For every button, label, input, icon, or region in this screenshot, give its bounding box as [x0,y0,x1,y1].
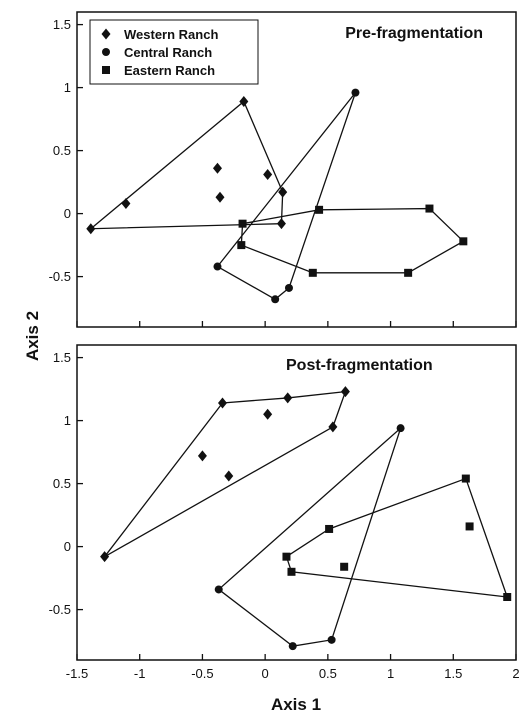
y-axis: -0.5 0 0.5 1 1.5 [49,350,83,617]
data-point-diamond [278,186,288,198]
y-tick-label: -0.5 [49,269,71,284]
x-tick-label: 2 [512,666,519,681]
legend-marker-diamond [101,28,111,40]
data-point-square [404,268,413,277]
data-point-square [308,268,317,277]
legend-label-eastern: Eastern Ranch [124,63,215,78]
legend: Western Ranch Central Ranch Eastern Ranc… [89,19,259,85]
data-point-diamond [263,169,273,181]
data-point-square [325,524,334,533]
data-point-diamond [224,470,234,482]
y-tick-label: -0.5 [49,602,71,617]
x-tick-label: -1 [134,666,146,681]
hull-square-series-2 [240,207,465,274]
data-point-diamond [276,218,286,230]
hull-circle-series-1 [217,426,402,647]
data-point-square [238,219,247,228]
y-tick-label: 0.5 [53,143,71,158]
data-point-circle [288,642,297,651]
y-tick-label: 1 [64,80,71,95]
data-point-circle [327,635,336,644]
data-point-diamond [328,421,338,433]
y-tick-label: 1.5 [53,17,71,32]
legend-marker-square [102,66,110,74]
data-point-square [315,205,324,214]
hull-diamond-series-0 [88,100,284,230]
panel-title: Pre-fragmentation [345,25,483,42]
x-axis-title: Axis 1 [271,695,321,714]
plot-area [76,88,517,327]
y-tick-label: 0 [64,206,71,221]
legend-box [89,19,259,85]
y-axis: -0.5 0 0.5 1 1.5 [49,17,83,284]
data-point-square [340,562,349,571]
panel-post-fragmentation: -0.5 0 0.5 1 1.5 -1.5 -1 -0.5 0 0.5 1 1.5 2 Post-fr… [49,344,520,681]
y-tick-label: 0.5 [53,476,71,491]
data-point-diamond [239,95,249,107]
x-tick-label: 0 [262,666,269,681]
x-tick-label: -0.5 [191,666,213,681]
hull-square-series-2 [285,477,509,598]
y-tick-label: 1.5 [53,350,71,365]
data-point-circle [284,283,293,292]
legend-markers [101,28,111,74]
hull-diamond-series-0 [104,390,347,558]
data-point-square [425,204,434,213]
data-point-diamond [212,162,222,174]
y-tick-label: 1 [64,413,71,428]
data-point-diamond [283,392,293,404]
y-axis-title: Axis 2 [23,311,42,361]
data-point-diamond [100,551,110,563]
data-point-diamond [340,386,350,398]
hull-circle-series-1 [216,92,357,301]
data-point-square [503,593,512,601]
data-point-circle [271,295,280,304]
data-point-square [237,241,246,250]
data-point-diamond [215,191,225,203]
data-point-square [282,552,291,561]
data-point-circle [351,88,360,97]
data-point-square [465,522,474,531]
data-point-circle [213,262,222,271]
x-tick-label: 0.5 [319,666,337,681]
data-point-diamond [86,223,96,235]
x-tick-label: 1 [387,666,394,681]
panel-title: Post-fragmentation [286,357,433,374]
data-point-square [461,474,470,483]
data-point-diamond [121,198,131,210]
y-tick-label: 0 [64,539,71,554]
panel-pre-fragmentation: -0.5 0 0.5 1 1.5 Pre-fragmentation Western R… [49,11,517,328]
x-axis: -1.5 -1 -0.5 0 0.5 1 1.5 2 [66,666,520,681]
data-point-diamond [263,408,273,420]
data-point-circle [214,585,223,594]
legend-label-western: Western Ranch [124,27,218,42]
data-point-square [287,567,296,576]
data-point-circle [396,424,405,433]
data-point-diamond [217,397,227,409]
x-tick-label: 1.5 [444,666,462,681]
panel-frame [76,11,517,328]
plot-area [76,386,517,660]
data-point-square [459,237,468,246]
panel-frame [76,344,517,661]
x-tick-label: -1.5 [66,666,88,681]
legend-marker-circle [102,48,110,56]
data-point-diamond [197,450,207,462]
legend-label-central: Central Ranch [124,45,212,60]
